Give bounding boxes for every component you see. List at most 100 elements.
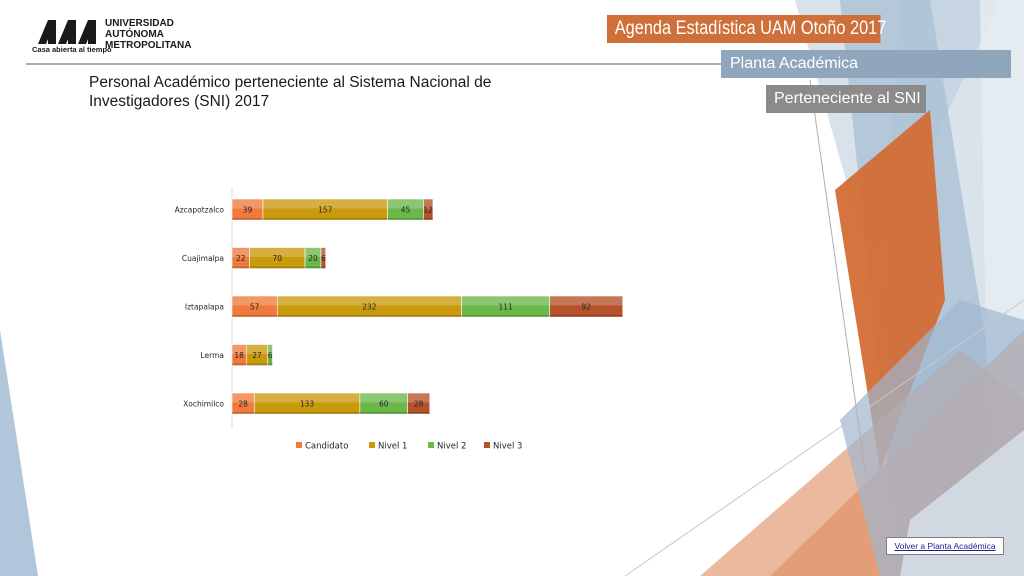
data-label: 39 [243, 206, 253, 215]
bar-shade [407, 412, 430, 414]
header-divider [26, 63, 726, 65]
category-label: Lerma [200, 351, 224, 360]
data-label: 28 [238, 400, 248, 409]
back-to-planta-academica-link[interactable]: Volver a Planta Académica [886, 537, 1004, 555]
subsection-banner: Perteneciente al SNI [766, 85, 926, 113]
legend-swatch [296, 442, 302, 448]
bar-shade [232, 266, 250, 269]
bar-segment [231, 392, 255, 415]
data-label: 22 [236, 254, 246, 263]
bar-shade [267, 363, 273, 366]
bar-segment [549, 295, 624, 318]
university-name-line: METROPOLITANA [105, 40, 192, 51]
bar-segment [249, 247, 306, 269]
bar-rect [407, 392, 431, 415]
bar-shade [232, 412, 255, 414]
bar-shade [305, 266, 321, 269]
bar-highlight [423, 199, 433, 209]
bar-segment [231, 198, 264, 221]
legend-swatch [369, 442, 375, 448]
legend-swatch [428, 442, 434, 448]
bar-highlight [246, 344, 268, 354]
bar-segment [407, 392, 431, 415]
bar-highlight [320, 247, 326, 257]
data-label: 70 [273, 254, 283, 263]
bar-shade [246, 363, 268, 366]
data-label: 6 [321, 254, 326, 263]
bar-shade [549, 315, 623, 317]
legend-label: Candidato [305, 442, 348, 452]
legend-label: Nivel 1 [378, 442, 407, 452]
uam-logo-mark [38, 20, 96, 44]
university-name: UNIVERSIDAD AUTÓNOMA METROPOLITANA [105, 18, 191, 51]
bar-segment [231, 344, 247, 366]
bar-segment [387, 198, 424, 221]
bar-highlight [232, 393, 255, 403]
data-label: 12 [423, 206, 433, 215]
bar-segment [423, 198, 434, 221]
category-label: Cuajimalpa [182, 254, 224, 263]
bar-segment [262, 198, 388, 221]
university-name-line: UNIVERSIDAD [105, 18, 174, 29]
data-label: 57 [250, 303, 260, 312]
bar-highlight [262, 199, 388, 209]
bar-highlight [461, 296, 550, 306]
data-label: 133 [300, 400, 315, 409]
bar-segment [320, 247, 327, 269]
legend-label: Nivel 3 [493, 442, 522, 452]
bar-highlight [407, 393, 430, 403]
bar-highlight [387, 199, 424, 209]
bar-highlight [277, 296, 462, 306]
section-banner: Planta Académica [721, 50, 1011, 78]
bar-highlight [549, 296, 623, 306]
bar-shade [232, 218, 263, 220]
data-label: 6 [268, 351, 273, 360]
bar-highlight [305, 247, 321, 257]
legend-swatch [484, 442, 490, 448]
bar-shade [232, 363, 247, 366]
bar-highlight [232, 344, 247, 354]
data-label: 60 [379, 400, 389, 409]
agenda-title-banner: Agenda Estadística UAM Otoño 2017 [607, 15, 886, 43]
category-label: Iztapalapa [185, 303, 224, 312]
university-motto: Casa abierta al tiempo [32, 45, 112, 54]
data-label: 157 [318, 206, 333, 215]
bar-shade [320, 266, 326, 269]
data-label: 92 [581, 303, 591, 312]
data-label: 20 [308, 254, 318, 263]
bar-segment [276, 295, 462, 318]
bar-shade [254, 412, 360, 414]
bar-shade [461, 315, 550, 317]
category-label: Azcapotzalco [175, 206, 225, 215]
data-label: 27 [252, 351, 262, 360]
bar-rect [549, 295, 624, 318]
bar-shade [359, 412, 408, 414]
data-label: 111 [498, 303, 513, 312]
bar-highlight [232, 296, 278, 306]
bar-segment [267, 344, 273, 366]
legend-label: Nivel 2 [437, 442, 466, 452]
page-title: Personal Académico perteneciente al Sist… [89, 74, 492, 110]
data-label: 18 [234, 351, 244, 360]
university-name-line: AUTÓNOMA [105, 29, 164, 40]
bar-rect [423, 198, 434, 221]
bar-highlight [249, 247, 306, 257]
category-label: Xochimilco [183, 400, 224, 409]
bar-segment [231, 247, 250, 269]
bar-highlight [254, 393, 360, 403]
bar-shade [232, 315, 278, 317]
bar-shade [423, 218, 433, 220]
bar-highlight [232, 199, 263, 209]
bar-segment [304, 247, 322, 269]
bar-shade [277, 315, 462, 317]
data-label: 45 [401, 206, 411, 215]
bar-segment [359, 392, 408, 415]
bar-shade [262, 218, 388, 220]
bar-rect [320, 247, 327, 269]
bar-highlight [359, 393, 408, 403]
bar-rect [267, 344, 273, 366]
data-label: 28 [414, 400, 424, 409]
bar-highlight [232, 247, 250, 257]
